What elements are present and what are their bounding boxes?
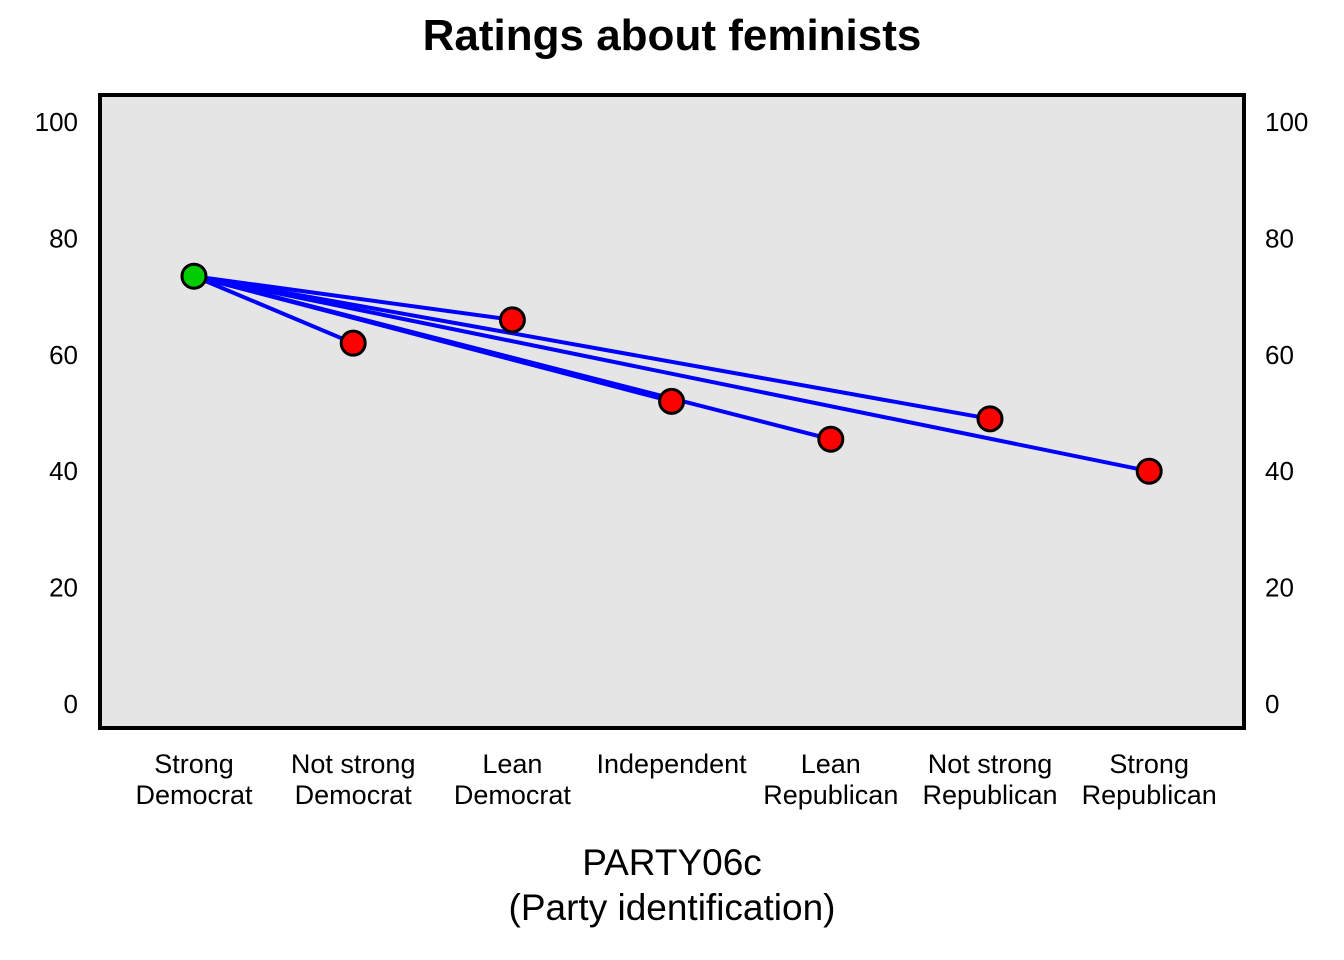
x-axis-sublabel: (Party identification) [509,887,836,928]
connector-line [192,274,992,421]
data-point [976,405,1004,433]
data-point [1135,457,1163,485]
y-tick-label-left: 100 [35,107,78,137]
x-tick-label: Not strong [928,749,1053,779]
connector-line [192,274,1152,474]
y-tick-label-right: 80 [1265,223,1294,253]
data-point [817,425,845,453]
x-tick-label: Democrat [454,780,572,810]
x-tick-label: Independent [597,749,748,779]
data-points [180,262,1163,485]
x-tick-label: Strong [1109,749,1189,779]
x-tick-label: Democrat [135,780,253,810]
data-point [339,329,367,357]
connector-line [192,274,356,346]
y-tick-label-right: 100 [1265,107,1308,137]
x-axis-label: PARTY06c [582,842,762,883]
x-tick-label: Lean [801,749,861,779]
y-tick-label-left: 20 [49,573,78,603]
y-axis-right: 0 20 40 60 80 100 [1265,107,1308,719]
y-tick-label-right: 0 [1265,689,1279,719]
y-tick-label-left: 0 [64,689,78,719]
connector-line [192,274,833,442]
connector-lines [192,274,1152,474]
x-tick-label: Republican [763,780,898,810]
y-tick-label-right: 20 [1265,573,1294,603]
y-tick-label-right: 40 [1265,456,1294,486]
x-tick-label: Strong [154,749,234,779]
x-tick-label: Lean [482,749,542,779]
y-tick-label-left: 40 [49,456,78,486]
y-tick-label-left: 80 [49,223,78,253]
y-axis-left: 0 20 40 60 80 100 [35,107,78,719]
x-tick-label: Not strong [291,749,416,779]
x-tick-label: Democrat [295,780,413,810]
connector-line [192,274,515,322]
data-point [658,387,686,415]
reference-point [180,262,208,290]
y-tick-label-left: 60 [49,340,78,370]
data-point [498,306,526,334]
x-tick-label: Republican [922,780,1057,810]
x-tick-label: Republican [1082,780,1217,810]
y-tick-label-right: 60 [1265,340,1294,370]
chart-title: Ratings about feminists [423,11,922,60]
